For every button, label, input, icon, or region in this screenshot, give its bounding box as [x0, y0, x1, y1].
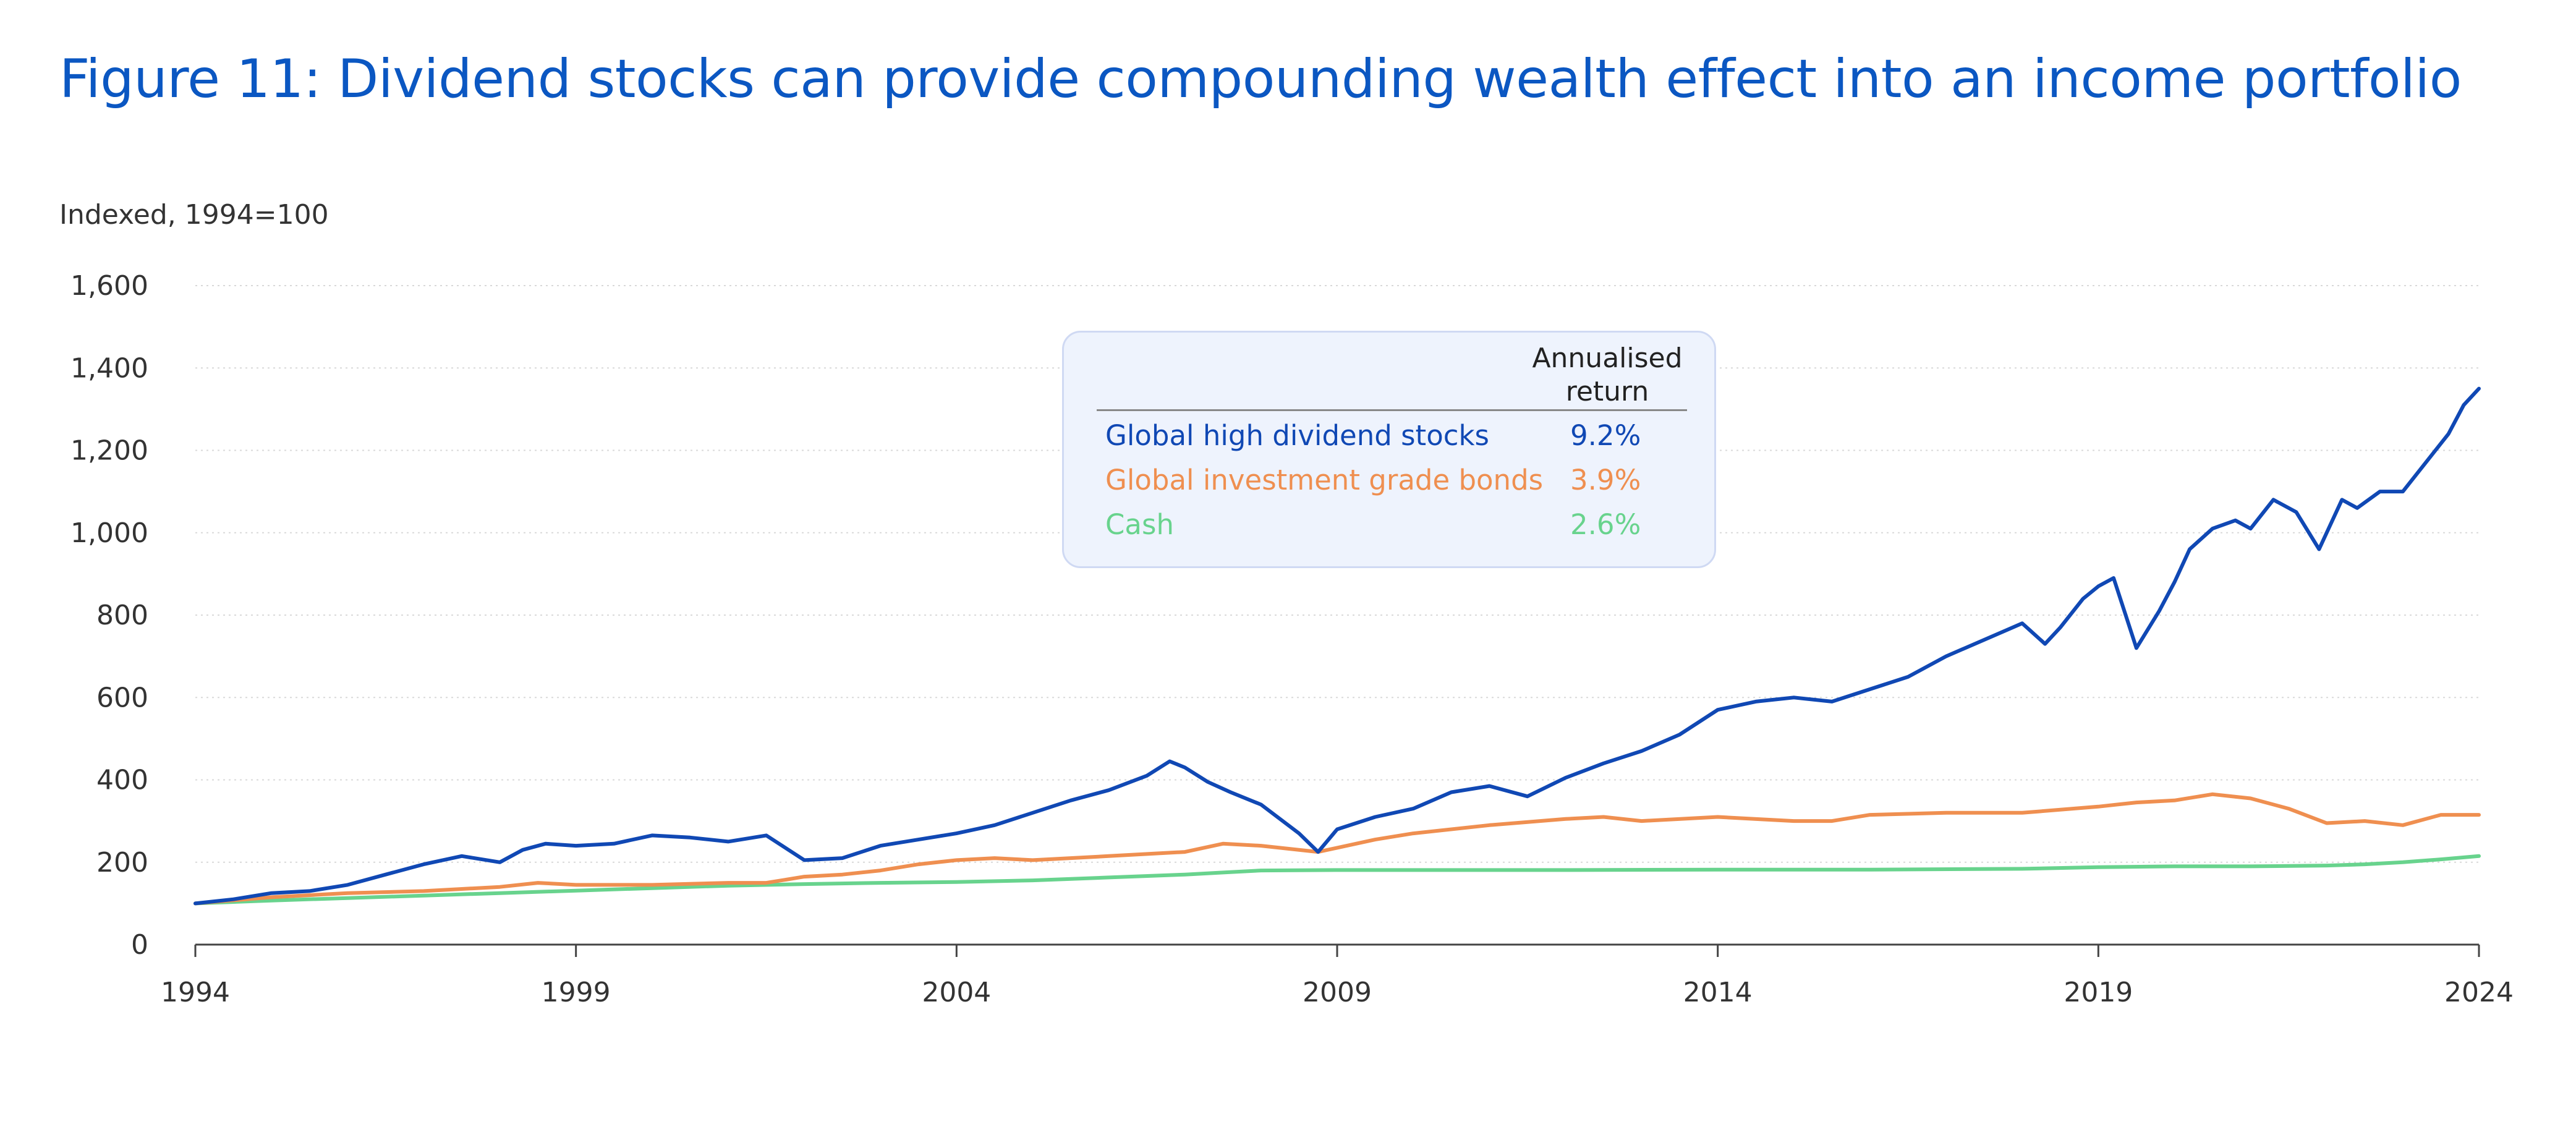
- x-tick-label: 2024: [2444, 977, 2514, 1008]
- y-tick-label: 600: [96, 682, 148, 713]
- y-tick-label: 1,400: [70, 352, 148, 384]
- series-line-global-investment-grade-bonds: [193, 792, 2481, 906]
- x-tick-label: 1999: [542, 977, 611, 1008]
- legend-value-stocks: 9.2%: [1570, 419, 1641, 452]
- x-tick-label: 1994: [161, 977, 230, 1008]
- legend-value-bonds: 3.9%: [1570, 464, 1641, 496]
- x-tick-label: 2014: [1683, 977, 1753, 1008]
- y-axis-label: Indexed, 1994=100: [59, 199, 329, 231]
- x-tick-label: 2019: [2064, 977, 2133, 1008]
- legend-value-cash: 2.6%: [1570, 508, 1641, 541]
- y-tick-label: 0: [131, 929, 148, 961]
- legend-name-bonds: Global investment grade bonds: [1105, 464, 1544, 496]
- legend-divider: [1097, 409, 1687, 411]
- chart-title: Figure 11: Dividend stocks can provide c…: [59, 48, 2462, 110]
- x-tick-label: 2009: [1303, 977, 1372, 1008]
- series-line-global-high-dividend-stocks: [193, 386, 2481, 906]
- legend-name-cash: Cash: [1105, 508, 1174, 541]
- series-line-cash: [193, 854, 2481, 906]
- legend-name-stocks: Global high dividend stocks: [1105, 419, 1489, 452]
- y-tick-label: 1,200: [70, 435, 148, 467]
- y-tick-label: 1,600: [70, 270, 148, 302]
- y-tick-label: 800: [96, 600, 148, 631]
- legend-header: Annualised return: [1484, 342, 1731, 409]
- x-tick-label: 2004: [922, 977, 991, 1008]
- legend-header-line2: return: [1565, 376, 1649, 407]
- x-axis: 1994 1999 2004 2009 2014 2019 2024: [161, 943, 2514, 1008]
- y-tick-labels: 0 200 400 600 800 1,000 1,200 1,400 1,600: [70, 270, 148, 961]
- series-lines: [193, 386, 2481, 906]
- legend-header-line1: Annualised: [1532, 342, 1683, 374]
- y-tick-label: 1,000: [70, 517, 148, 549]
- y-tick-label: 200: [96, 847, 148, 878]
- y-tick-label: 400: [96, 765, 148, 796]
- legend-box: [1062, 331, 1716, 568]
